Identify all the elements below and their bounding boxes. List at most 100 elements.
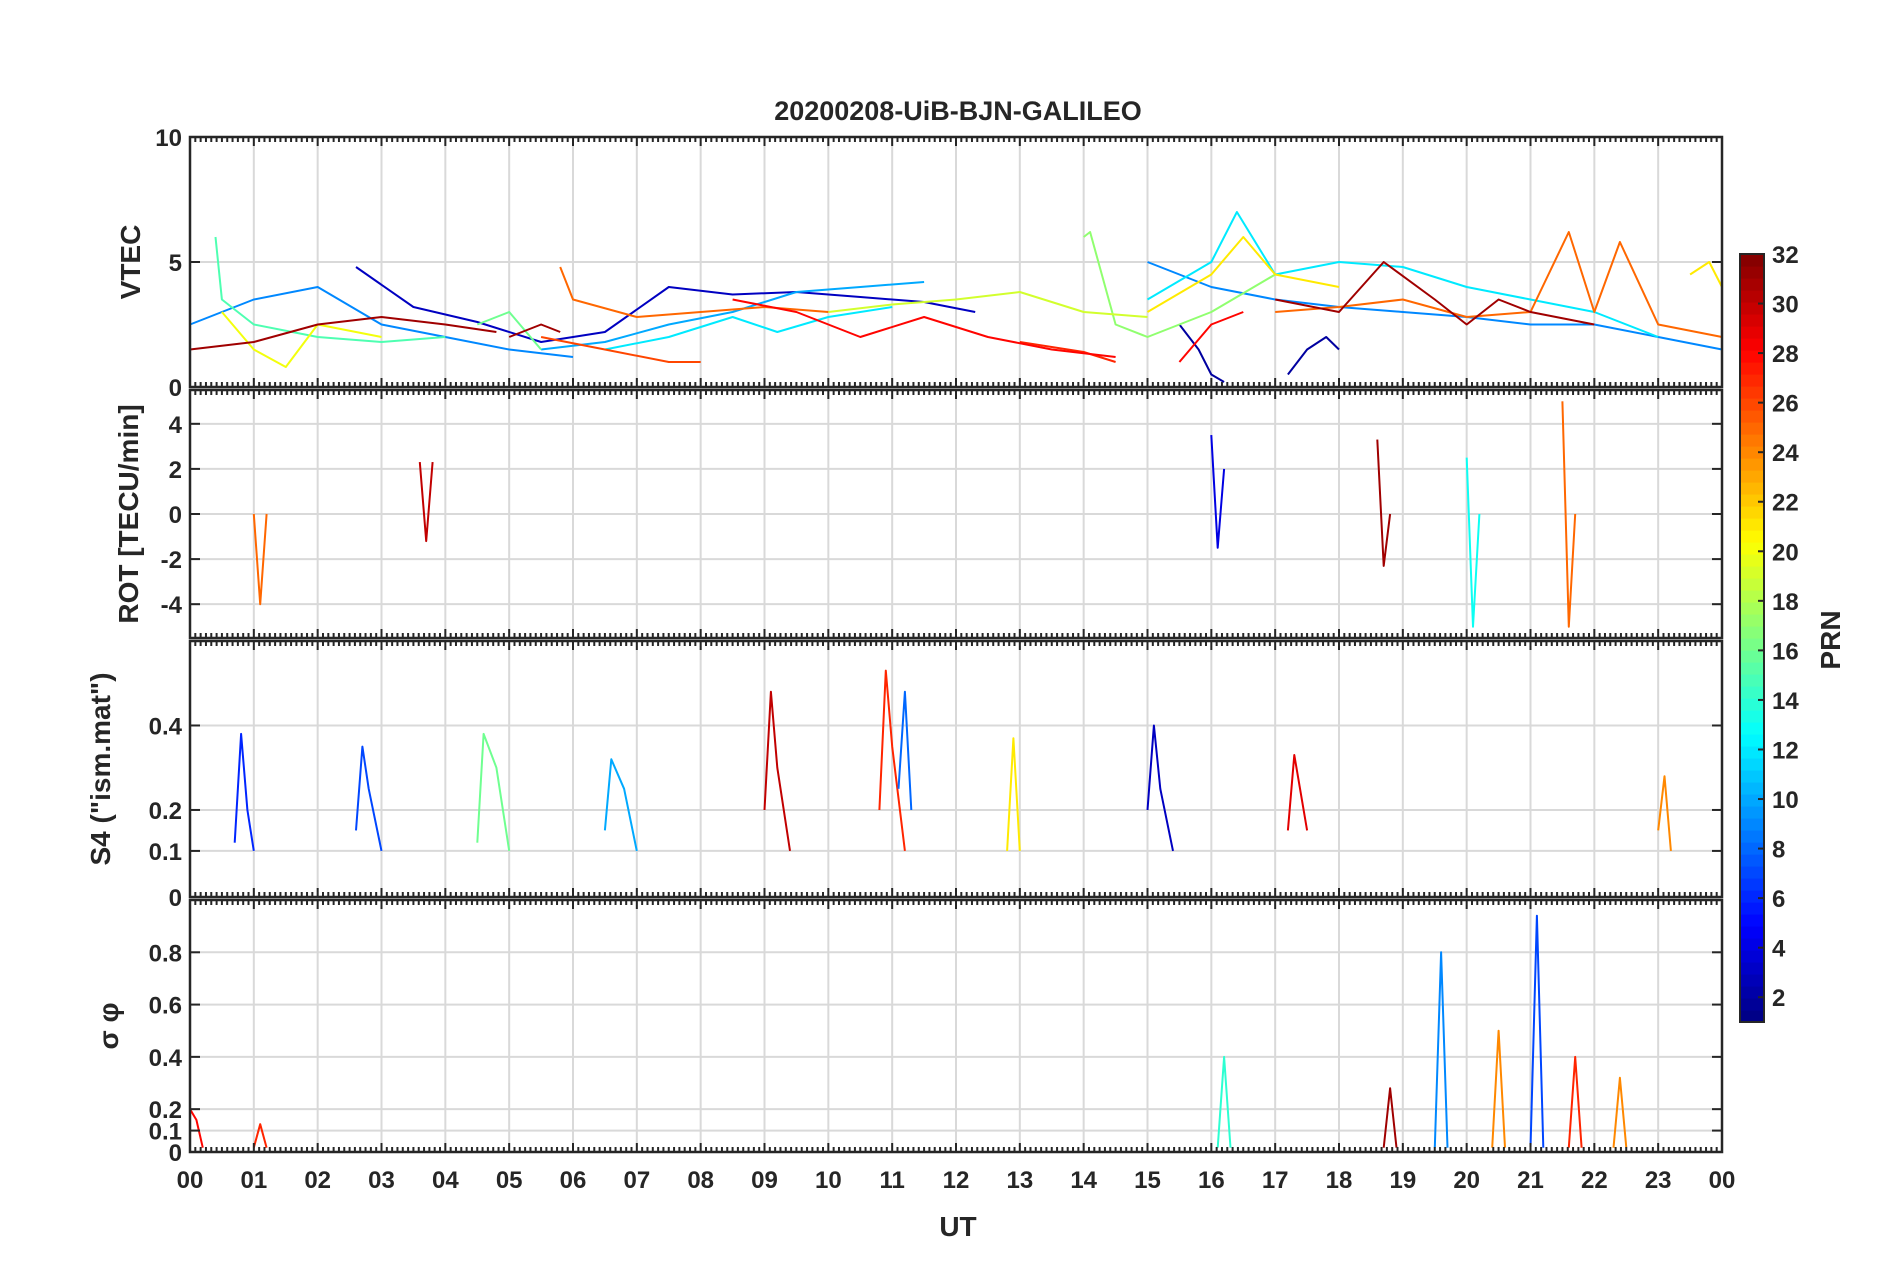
colorbar-segment (1740, 398, 1764, 411)
colorbar-segment (1740, 662, 1764, 675)
series-prn-21 (1146, 236, 1340, 313)
x-tick-label: 16 (1198, 1167, 1225, 1194)
colorbar-segment (1740, 746, 1764, 759)
series-prn-9 (1433, 951, 1449, 1148)
colorbar-segment (1740, 302, 1764, 315)
x-tick-label: 00 (1709, 1167, 1736, 1194)
colorbar-segment (1740, 326, 1764, 339)
y-tick-label: 0.8 (149, 940, 182, 967)
colorbar-tick-label: 26 (1772, 391, 1799, 418)
y-tick-label: 5 (169, 250, 182, 277)
series-prn-9 (189, 286, 574, 358)
colorbar-segment (1740, 446, 1764, 459)
x-tick-label: 20 (1453, 1167, 1480, 1194)
x-tick-label: 19 (1389, 1167, 1416, 1194)
colorbar-tick-label: 6 (1772, 886, 1785, 913)
y-tick-label: 0.4 (149, 1045, 183, 1072)
colorbar-segment (1740, 998, 1764, 1011)
colorbar-segment (1740, 950, 1764, 963)
series-prn-15 (214, 236, 446, 343)
colorbar-tick-label: 10 (1772, 787, 1799, 814)
series-prn-20 (221, 311, 382, 368)
y-axis-label: S4 ("ism.mat") (85, 672, 116, 865)
y-tick-label: 0 (169, 375, 182, 402)
colorbar-segment (1740, 926, 1764, 939)
series-prn-12 (1146, 211, 1659, 338)
x-tick-label: 14 (1070, 1167, 1097, 1194)
series-prn-24 (1612, 1076, 1628, 1148)
series-prn-3 (1146, 724, 1174, 852)
colorbar-segment (1740, 602, 1764, 615)
series-prn-25 (1561, 401, 1577, 628)
colorbar-segment (1740, 614, 1764, 627)
x-tick-label: 00 (177, 1167, 204, 1194)
colorbar-tick-label: 22 (1772, 490, 1799, 517)
series-prn-29 (1286, 754, 1309, 831)
colorbar-segment (1740, 962, 1764, 975)
x-tick-label: 13 (1006, 1167, 1033, 1194)
series-prn-2 (1178, 323, 1225, 383)
colorbar-segment (1740, 458, 1764, 471)
colorbar-segment (1740, 974, 1764, 987)
x-tick-label: 07 (623, 1167, 650, 1194)
y-tick-label: 0.2 (149, 1097, 182, 1124)
colorbar-segment (1740, 806, 1764, 819)
y-tick-label: 0.2 (149, 798, 182, 825)
colorbar-segment (1740, 566, 1764, 579)
colorbar-segment (1740, 422, 1764, 435)
x-tick-label: 04 (432, 1167, 459, 1194)
colorbar-segment (1740, 830, 1764, 843)
colorbar-segment (1740, 278, 1764, 291)
colorbar-segment (1740, 266, 1764, 279)
series-prn-3 (355, 266, 976, 343)
series-prn-13 (1465, 457, 1481, 628)
colorbar-segment (1740, 290, 1764, 303)
colorbar-segment (1740, 434, 1764, 447)
series-prn-4 (1210, 435, 1226, 549)
colorbar-segment (1740, 758, 1764, 771)
colorbar-box (1739, 253, 1765, 1023)
series-prn-17 (1083, 231, 1276, 338)
colorbar-segment (1740, 254, 1764, 267)
series-prn-27 (1019, 341, 1116, 363)
x-tick-label: 05 (496, 1167, 523, 1194)
y-axis-label: σ φ (93, 1003, 124, 1050)
colorbar-segment (1740, 554, 1764, 567)
series-prn-26 (540, 336, 701, 363)
colorbar-segment (1740, 842, 1764, 855)
colorbar-tick-label: 24 (1772, 440, 1799, 467)
panel-s4: 0 0.1 0.2 0.4 S4 ("ism.mat") (85, 639, 1724, 912)
series-prn-28 (732, 298, 1116, 358)
x-tick-label: 22 (1581, 1167, 1608, 1194)
series-prn-2 (1287, 336, 1340, 376)
colorbar-segment (1740, 1010, 1764, 1023)
series-prn-30 (418, 462, 434, 543)
colorbar-segment (1740, 530, 1764, 543)
y-axis-label: VTEC (115, 225, 146, 300)
panel-vtec: 0 5 10 VTEC (115, 125, 1724, 402)
colorbar-segment (1740, 626, 1764, 639)
x-tick-label: 12 (943, 1167, 970, 1194)
x-tick-label: 15 (1134, 1167, 1161, 1194)
series-prn-12 (604, 306, 893, 351)
series-prn-25 (1275, 231, 1723, 338)
series-prn-30 (763, 690, 791, 852)
colorbar-segment (1740, 338, 1764, 351)
colorbar-segment (1740, 782, 1764, 795)
colorbar-segment (1740, 686, 1764, 699)
series-prn-27 (1567, 1055, 1583, 1148)
series-prn-28 (189, 1108, 204, 1148)
series-prn-16 (476, 732, 511, 852)
series-prn-10 (603, 758, 638, 852)
colorbar-segment (1740, 410, 1764, 423)
colorbar-segment (1740, 710, 1764, 723)
colorbar-segment (1740, 506, 1764, 519)
series-prn-27 (878, 669, 906, 852)
colorbar-segment (1740, 854, 1764, 867)
series-prn-16 (476, 311, 542, 351)
colorbar-segment (1740, 590, 1764, 603)
colorbar-segment (1740, 494, 1764, 507)
